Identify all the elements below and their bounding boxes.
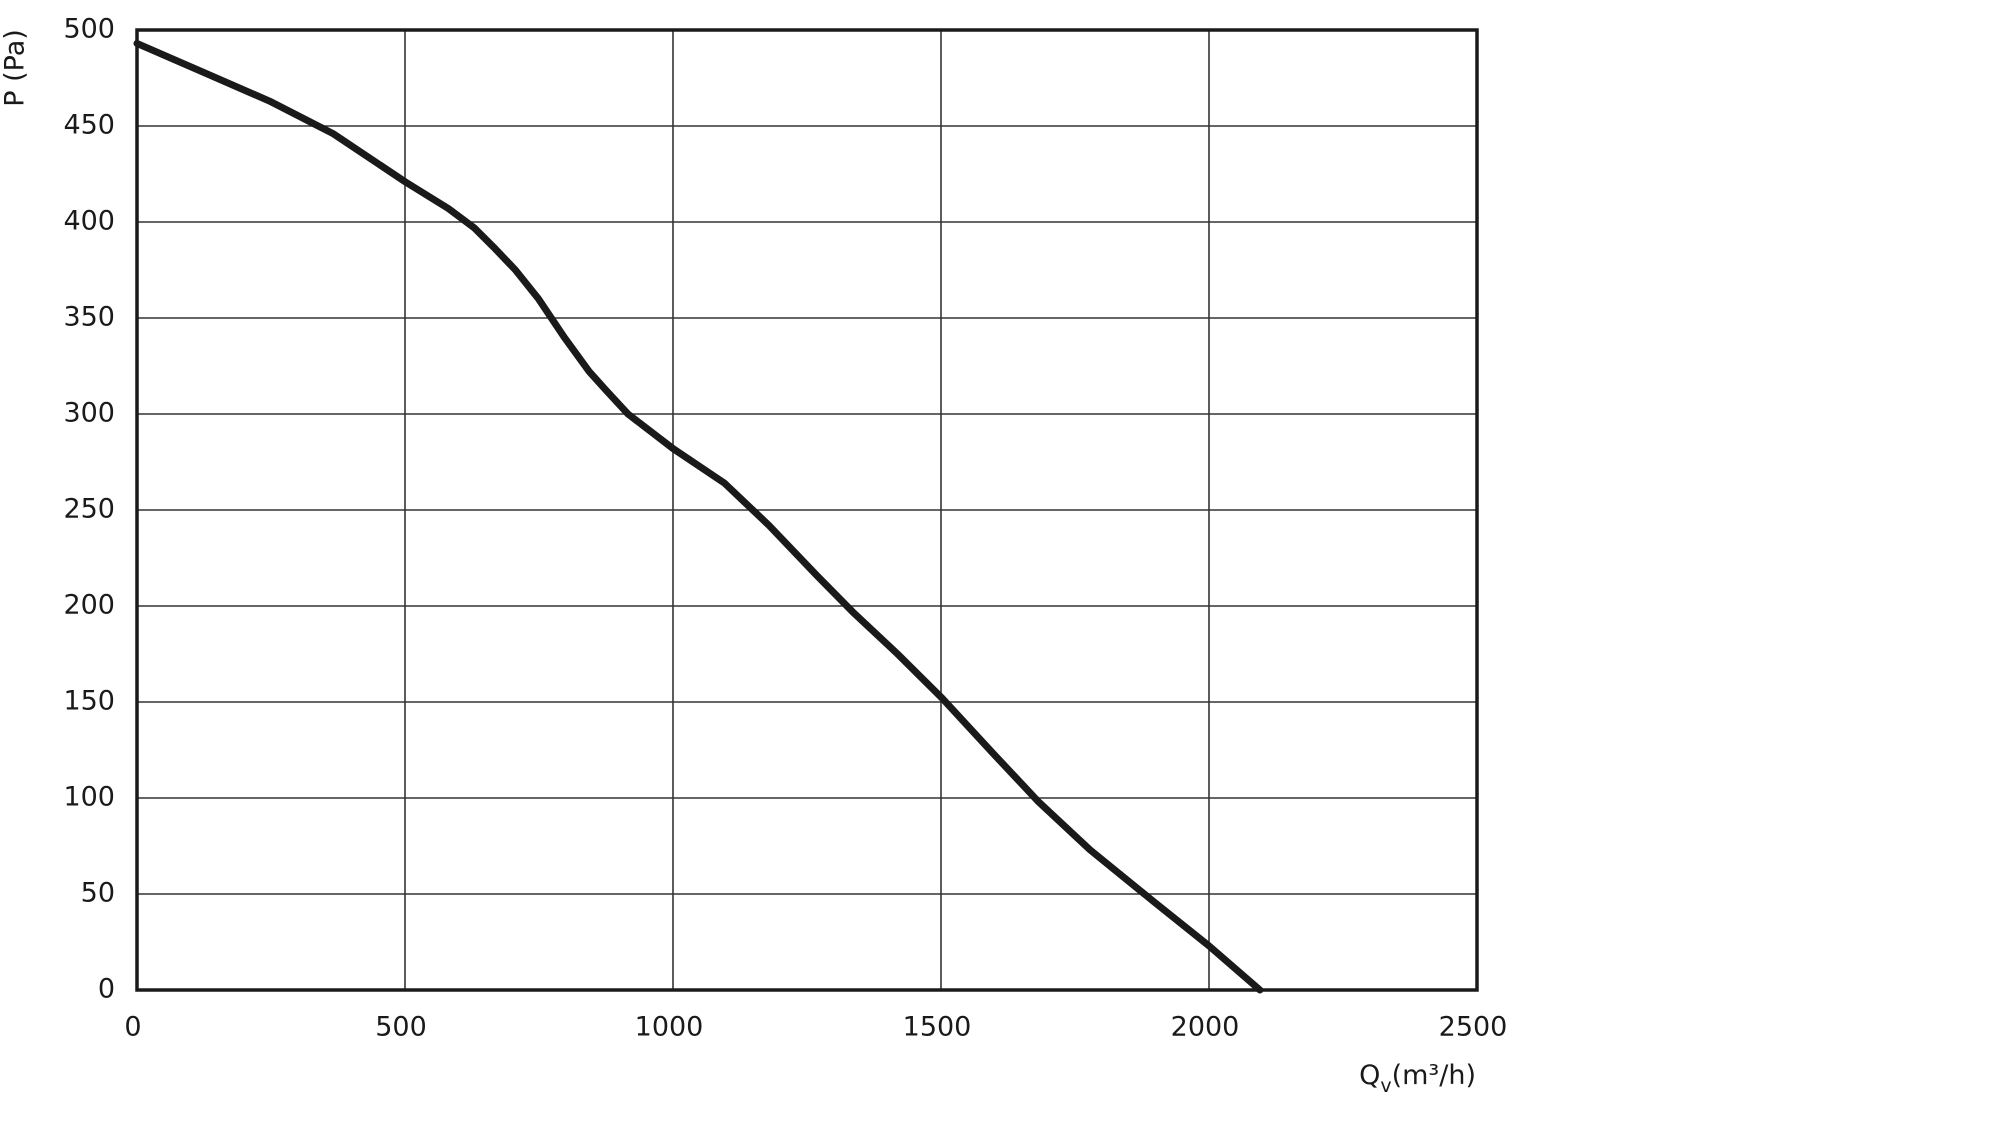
x-label-sub: v xyxy=(1380,1075,1391,1097)
x-label-base: Q xyxy=(1359,1060,1380,1091)
y-tick-label: 450 xyxy=(63,110,115,141)
y-tick-label: 50 xyxy=(81,878,115,909)
y-tick-label: 500 xyxy=(63,14,115,45)
y-tick-label: 350 xyxy=(63,302,115,333)
x-label-unit: (m³/h) xyxy=(1392,1060,1476,1091)
x-tick-label: 0 xyxy=(124,1012,141,1043)
y-tick-label: 150 xyxy=(63,686,115,717)
data-line xyxy=(133,39,1264,994)
y-tick-label: 250 xyxy=(63,494,115,525)
x-tick-label: 1500 xyxy=(903,1012,972,1043)
plot-frame xyxy=(135,28,1479,992)
y-tick-label: 200 xyxy=(63,590,115,621)
y-tick-label: 300 xyxy=(63,398,115,429)
y-tick-label: 400 xyxy=(63,206,115,237)
y-axis-label: P (Pa) xyxy=(0,29,31,107)
x-tick-label: 500 xyxy=(375,1012,427,1043)
y-tick-label: 0 xyxy=(98,974,115,1005)
x-tick-label: 2000 xyxy=(1171,1012,1240,1043)
x-axis-label: Qv(m³/h) xyxy=(1359,1060,1476,1097)
x-tick-label: 2500 xyxy=(1439,1012,1508,1043)
y-tick-label: 100 xyxy=(63,782,115,813)
x-tick-label: 1000 xyxy=(635,1012,704,1043)
